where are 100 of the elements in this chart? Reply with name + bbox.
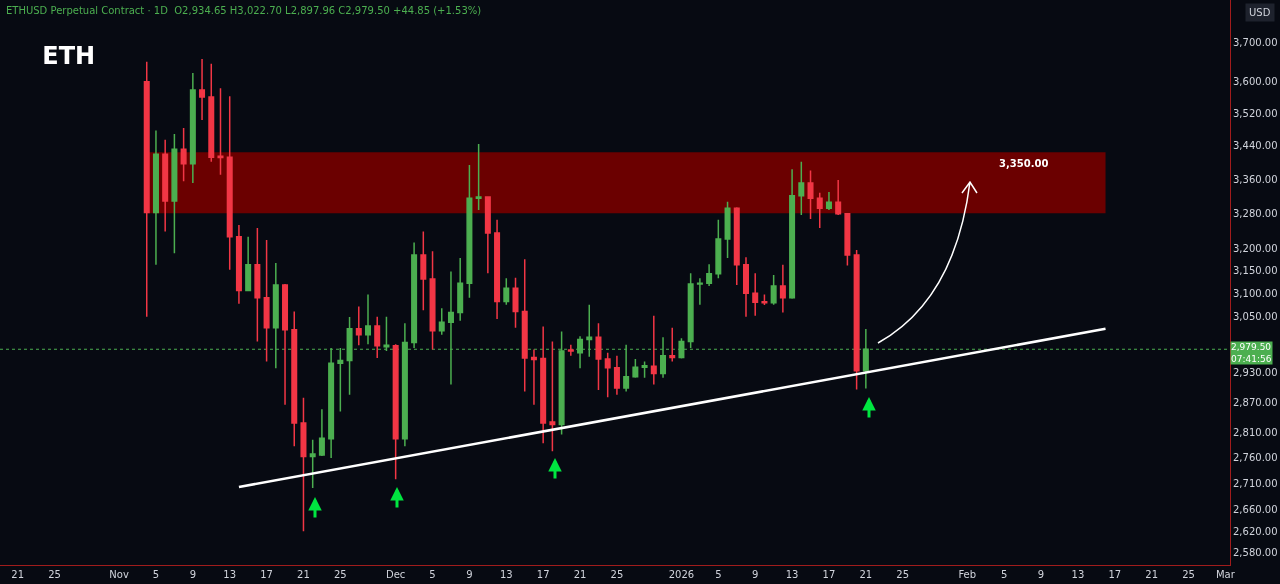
candlestick <box>512 277 519 329</box>
candlestick <box>152 129 159 266</box>
text: ETHUSD Perpetual Contract · 1D O2,934.65 H3,022.70 L2,897.96 C2,979.50 +44.85 (+1.53%) <box>6 5 482 16</box>
candlestick <box>291 310 298 448</box>
x-tick-label: 5 <box>152 569 160 580</box>
x-tick-label: 17 <box>822 569 836 580</box>
candlestick <box>254 227 261 343</box>
candlestick <box>208 62 215 163</box>
candlestick <box>844 212 851 267</box>
candlestick <box>696 277 703 306</box>
candlestick <box>807 169 814 220</box>
candlestick <box>742 256 749 318</box>
candlestick <box>180 127 187 183</box>
candlestick <box>494 219 501 320</box>
x-tick-label: Feb <box>958 569 977 580</box>
x-tick-label: 13 <box>499 569 513 580</box>
candlestick <box>374 315 381 359</box>
x-tick-label: 17 <box>536 569 550 580</box>
y-tick-label: 2,710.00 <box>1233 477 1278 489</box>
x-tick-label: 25 <box>333 569 347 580</box>
candlestick <box>364 293 372 346</box>
x-tick-label: 13 <box>223 569 237 580</box>
x-tick-label: 2026 <box>668 569 695 580</box>
x-tick-label: 25 <box>1182 569 1195 580</box>
x-tick-label: Nov <box>109 569 129 580</box>
candlestick <box>162 139 169 233</box>
y-tick-label: 2,580.00 <box>1233 547 1278 559</box>
candlestick <box>171 133 178 254</box>
y-tick-label: 2,810.00 <box>1233 426 1278 438</box>
candlestick <box>503 277 510 306</box>
candlestick <box>779 263 786 314</box>
candlestick <box>724 201 731 259</box>
ref-line-label: 2,979.50 <box>1231 342 1272 352</box>
x-tick-label: 9 <box>189 569 197 580</box>
text: ETH <box>42 41 96 70</box>
annotation: 3,350.00 <box>999 158 1049 169</box>
y-tick-label: 3,700.00 <box>1233 37 1278 49</box>
candlestick <box>715 219 722 279</box>
x-tick-label: 21 <box>573 569 587 580</box>
y-tick-label: 3,520.00 <box>1233 107 1278 119</box>
candlestick <box>521 258 528 393</box>
x-tick-label: 5 <box>1000 569 1008 580</box>
x-tick-label: 17 <box>1108 569 1122 580</box>
candlestick <box>641 360 648 379</box>
x-tick-label: 25 <box>896 569 910 580</box>
candlestick <box>457 257 464 322</box>
candlestick <box>300 397 307 532</box>
x-tick-label: 21 <box>1145 569 1159 580</box>
y-tick-label: 3,100.00 <box>1233 287 1278 299</box>
x-tick-label: Mar <box>1215 569 1236 580</box>
candlestick <box>540 325 547 444</box>
candlestick <box>309 438 316 489</box>
candlestick <box>752 272 759 317</box>
candlestick <box>798 160 805 216</box>
x-tick-label: 9 <box>466 569 473 580</box>
candlestick <box>706 263 713 287</box>
y-axis-title: USD <box>1249 7 1271 18</box>
candlestick <box>484 195 491 274</box>
candlestick <box>825 191 832 211</box>
candlestick <box>226 95 233 271</box>
x-tick-label: 25 <box>610 569 624 580</box>
y-tick-label: 3,440.00 <box>1233 140 1278 152</box>
annotation: 07:41:56 <box>1231 353 1272 364</box>
candlestick <box>632 358 639 379</box>
x-tick-label: 5 <box>715 569 722 580</box>
y-tick-label: 3,600.00 <box>1233 76 1278 88</box>
y-tick-label: 3,200.00 <box>1233 242 1278 254</box>
candlestick <box>143 61 150 318</box>
x-tick-label: 9 <box>1037 569 1045 580</box>
y-tick-label: 2,930.00 <box>1233 367 1278 379</box>
x-tick-label: 9 <box>752 569 759 580</box>
candlestick <box>189 72 196 184</box>
candlestick <box>853 249 860 391</box>
x-tick-label: 25 <box>48 569 61 580</box>
y-tick-label: 2,760.00 <box>1233 452 1278 463</box>
candlestick <box>835 179 842 216</box>
candlestick <box>217 87 224 176</box>
x-tick-label: Dec <box>385 569 406 580</box>
candlestick <box>282 283 289 406</box>
candlestick <box>761 293 768 306</box>
y-tick-label: 2,870.00 <box>1233 396 1278 408</box>
y-tick-label: 2,660.00 <box>1233 504 1278 516</box>
candlestick <box>530 348 537 406</box>
candlestick <box>263 239 270 363</box>
candlestick <box>420 230 427 311</box>
candlestick <box>613 354 620 396</box>
candlestick <box>392 343 399 480</box>
candlestick <box>466 164 473 299</box>
y-tick-label: 2,620.00 <box>1233 525 1278 537</box>
candlestick <box>318 408 325 457</box>
x-tick-label: 13 <box>1071 569 1085 580</box>
candlestick <box>475 143 482 211</box>
y-tick-label: 3,150.00 <box>1233 265 1278 277</box>
candlestick <box>429 250 436 351</box>
candlestick <box>733 206 740 286</box>
candlestick <box>355 305 362 346</box>
candlestick <box>816 192 823 229</box>
candlestick <box>438 307 445 336</box>
y-tick-label: 3,280.00 <box>1233 207 1278 219</box>
candlestick <box>604 352 611 399</box>
